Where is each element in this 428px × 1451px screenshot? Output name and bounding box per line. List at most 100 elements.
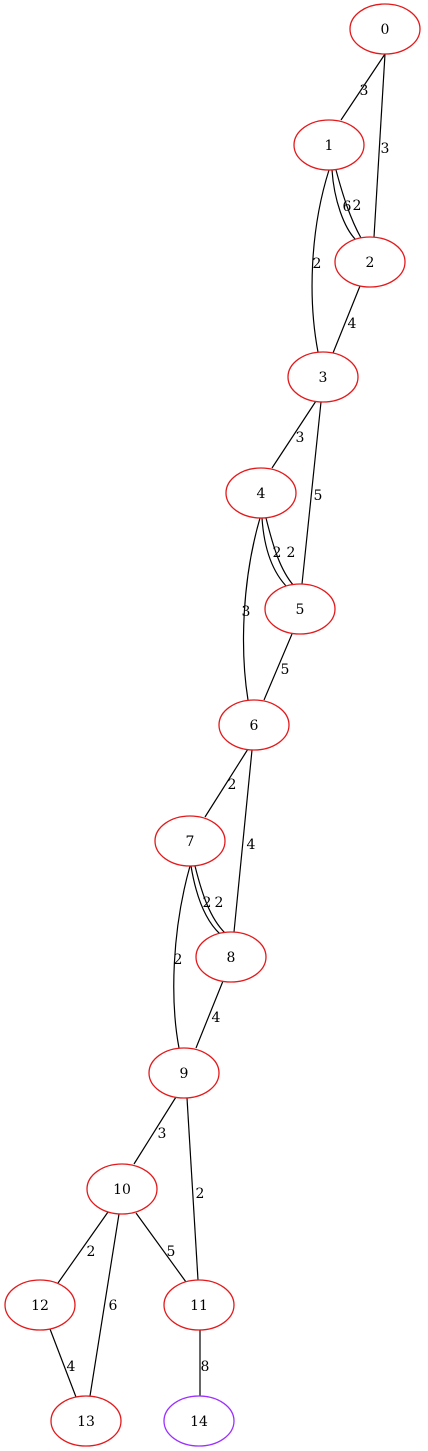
node-label: 13 (77, 1414, 95, 1430)
edge-line (186, 1097, 199, 1281)
edge-weight-label: 4 (67, 1359, 76, 1375)
node-label: 6 (250, 718, 259, 734)
edge-line (331, 169, 357, 241)
edge-weight-label: 2 (174, 952, 183, 968)
edge-1-2: 2 (335, 169, 362, 239)
edge-8-9: 4 (195, 980, 224, 1049)
node-ellipse (293, 119, 365, 171)
node-4: 4 (225, 467, 297, 519)
edge-weight-label: 6 (109, 1298, 118, 1314)
edge-weight-label: 4 (247, 837, 256, 853)
node-0: 0 (349, 3, 421, 55)
node-14: 14 (163, 1395, 235, 1447)
edge-0-2: 3 (373, 53, 390, 238)
node-ellipse (349, 3, 421, 55)
edge-1-3: 2 (311, 169, 330, 353)
node-ellipse (218, 699, 290, 751)
edge-12-13: 4 (49, 1328, 77, 1398)
edge-line (135, 1212, 187, 1283)
node-1: 1 (293, 119, 365, 171)
edge-weight-label: 2 (196, 1186, 205, 1202)
edge-9-11: 2 (186, 1097, 205, 1281)
node-ellipse (163, 1279, 235, 1331)
edge-line (263, 633, 293, 701)
edge-line (271, 400, 317, 469)
edge-line (301, 401, 322, 585)
node-3: 3 (287, 351, 359, 403)
edge-10-13: 6 (89, 1213, 120, 1397)
edge-weight-label: 2 (228, 777, 237, 793)
node-ellipse (154, 815, 226, 867)
node-10: 10 (86, 1163, 158, 1215)
edge-line (335, 169, 362, 239)
edge-6-8: 4 (233, 749, 256, 933)
edge-weight-label: 3 (158, 1126, 167, 1142)
node-ellipse (195, 931, 267, 983)
node-label: 11 (190, 1298, 208, 1314)
edge-10-12: 2 (57, 1211, 109, 1284)
edge-weight-label: 3 (381, 141, 390, 157)
edge-line (194, 865, 226, 934)
edge-line (373, 53, 386, 238)
edge-3-4: 3 (271, 400, 317, 469)
node-9: 9 (148, 1047, 220, 1099)
edge-line (311, 169, 330, 353)
node-12: 12 (4, 1279, 76, 1331)
edge-line (242, 517, 261, 701)
node-label: 7 (186, 834, 195, 850)
node-label: 8 (227, 950, 236, 966)
edge-5-6: 5 (263, 633, 293, 701)
node-8: 8 (195, 931, 267, 983)
node-ellipse (163, 1395, 235, 1447)
node-ellipse (148, 1047, 220, 1099)
edge-weight-label: 2 (273, 545, 282, 561)
node-label: 3 (319, 370, 328, 386)
edge-weight-label: 5 (167, 1244, 176, 1260)
edge-line (57, 1211, 109, 1284)
edge-line (49, 1328, 77, 1398)
edge-line (190, 865, 221, 935)
edge-weight-label: 2 (215, 895, 224, 911)
edge-weight-label: 2 (87, 1244, 96, 1260)
node-label: 1 (325, 138, 334, 154)
node-label: 14 (190, 1414, 208, 1430)
edge-weight-label: 5 (314, 488, 323, 504)
edge-line (204, 748, 249, 818)
node-ellipse (50, 1395, 122, 1447)
edge-3-5: 5 (301, 401, 323, 585)
edge-weight-label: 2 (287, 545, 296, 561)
edge-line (173, 865, 191, 1049)
node-ellipse (287, 351, 359, 403)
node-ellipse (86, 1163, 158, 1215)
node-2: 2 (334, 236, 406, 288)
edge-line (265, 517, 295, 587)
node-5: 5 (264, 583, 336, 635)
edge-weight-label: 3 (360, 83, 369, 99)
edge-0-1: 3 (340, 53, 386, 121)
edge-9-10: 3 (133, 1096, 177, 1165)
edge-line (340, 53, 386, 121)
edge-2-3: 4 (332, 285, 361, 354)
edge-4-5: 2 (261, 517, 289, 589)
node-label: 4 (257, 486, 266, 502)
edge-weight-label: 8 (201, 1359, 210, 1375)
edge-7-8: 2 (194, 865, 226, 934)
edge-11-14: 8 (199, 1330, 210, 1396)
node-label: 10 (113, 1182, 131, 1198)
edge-weight-label: 2 (313, 256, 322, 272)
node-7: 7 (154, 815, 226, 867)
edge-4-6: 3 (242, 517, 261, 701)
node-label: 2 (366, 255, 375, 271)
edge-6-7: 2 (204, 748, 249, 818)
node-label: 5 (296, 602, 305, 618)
edge-weight-label: 2 (353, 198, 362, 214)
node-label: 9 (180, 1066, 189, 1082)
edge-line (233, 749, 253, 933)
edge-line (261, 517, 289, 589)
node-ellipse (4, 1279, 76, 1331)
edge-line (133, 1096, 177, 1165)
edge-10-11: 5 (135, 1212, 187, 1283)
